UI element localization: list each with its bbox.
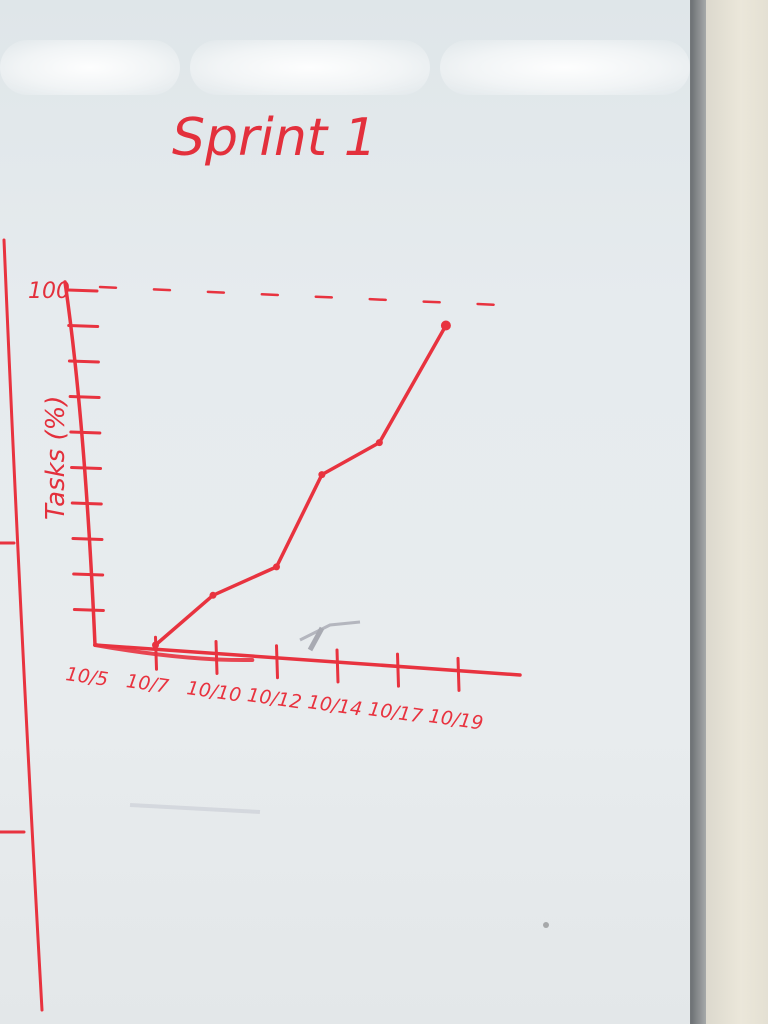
x-tick (335, 648, 340, 684)
x-tick-labels: 10/5 10/7 10/10 10/12 10/14 10/17 10/19 (64, 663, 484, 734)
x-tick-label: 10/19 (427, 705, 484, 734)
light-glare (440, 40, 690, 95)
series-line (153, 323, 448, 647)
x-tick-label: 10/14 (306, 691, 363, 720)
data-point (375, 439, 383, 447)
y-tick (70, 501, 103, 506)
y-tick (72, 608, 105, 612)
chart-title: Sprint 1 (172, 108, 377, 168)
y-tick (71, 537, 104, 541)
baseline-stroke (93, 643, 255, 663)
y-tick (67, 359, 100, 364)
y-tick (68, 395, 101, 399)
y-tick (67, 324, 100, 328)
data-point (440, 320, 451, 331)
x-tick-label: 10/17 (367, 698, 424, 727)
x-tick-label: 10/10 (185, 677, 242, 706)
x-tick (396, 652, 400, 688)
data-point (318, 471, 326, 479)
wall (700, 0, 768, 1024)
board-left-line (0, 238, 44, 1012)
x-tick (275, 644, 279, 680)
data-point (209, 591, 217, 599)
x-axis (93, 643, 522, 677)
target-line (98, 285, 502, 307)
data-point (273, 563, 280, 571)
smudges (129, 620, 549, 928)
x-tick-label: 10/12 (246, 684, 303, 713)
y-tick-label-100: 100 (28, 279, 70, 304)
y-tick (72, 572, 105, 577)
x-tick-label: 10/7 (125, 670, 170, 698)
ticks (66, 288, 461, 692)
y-tick (66, 288, 99, 293)
light-glare (190, 40, 430, 95)
y-tick (69, 430, 102, 435)
data-point (152, 641, 159, 649)
x-tick (456, 656, 461, 692)
y-axis-label: Tasks (%) (41, 396, 71, 521)
whiteboard (0, 0, 690, 1024)
series (93, 320, 451, 663)
x-tick-label: 10/5 (64, 663, 109, 691)
light-glare (0, 40, 180, 95)
axes (63, 280, 522, 677)
y-axis (63, 280, 97, 647)
y-tick (70, 466, 103, 470)
